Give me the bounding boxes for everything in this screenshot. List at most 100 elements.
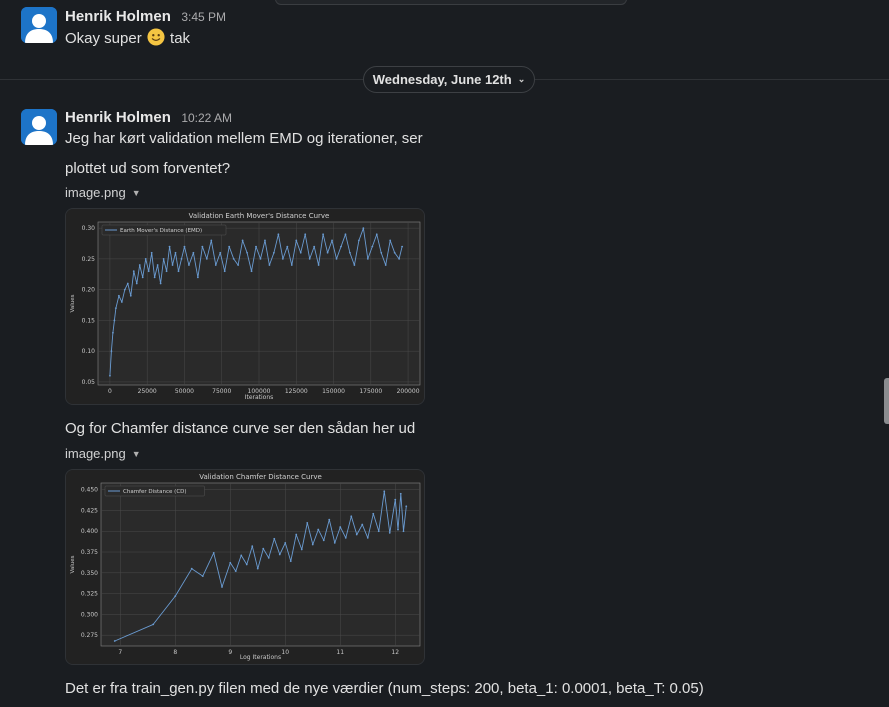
data-point [212, 551, 215, 554]
y-axis-label: Values [70, 294, 76, 312]
attachment-label-2[interactable]: image.png ▼ [65, 446, 141, 461]
data-point [168, 245, 171, 248]
image-attachment-emd[interactable]: 0 25000 50000 75000 100000 125000 150000 175000… [65, 208, 425, 405]
top-search-bar-edge [275, 0, 627, 5]
x-tick-label: 125000 [285, 388, 308, 395]
data-point [277, 233, 280, 236]
data-point [159, 282, 162, 285]
message-timestamp[interactable]: 3:45 PM [181, 10, 227, 24]
data-point [138, 264, 141, 266]
data-point [113, 319, 116, 322]
y-tick-label: 0.10 [82, 348, 96, 355]
x-tick-label: 9 [228, 649, 232, 656]
data-point [228, 245, 231, 248]
y-tick-label: 0.25 [82, 256, 96, 263]
image-attachment-chamfer[interactable]: 7 8 9 10 11 12 0.275 0.300 0.325 0.350 0.375 0.400 0… [65, 469, 425, 665]
x-tick-label: 75000 [212, 388, 231, 395]
data-point [117, 294, 120, 297]
attachment-filename: image.png [65, 446, 126, 461]
data-point [344, 233, 347, 236]
y-tick-label: 0.05 [82, 379, 96, 386]
data-point [135, 282, 138, 285]
message-text-caption: Og for Chamfer distance curve ser den så… [65, 420, 416, 437]
data-point [398, 258, 401, 260]
data-point [375, 233, 378, 236]
date-divider-label: Wednesday, June 12th [372, 72, 512, 87]
message-text: Okay super tak [65, 28, 190, 47]
attachment-label-1[interactable]: image.png ▼ [65, 185, 141, 200]
x-tick-label: 8 [173, 649, 177, 656]
author-name[interactable]: Henrik Holmen [65, 8, 171, 25]
x-tick-label: 12 [391, 649, 399, 656]
data-point [246, 251, 248, 254]
data-point [255, 245, 257, 248]
data-point [399, 492, 402, 495]
data-point [219, 251, 222, 254]
data-point [150, 251, 153, 254]
chamfer-chart: 7 8 9 10 11 12 0.275 0.300 0.325 0.350 0.375 0.400 0… [66, 470, 424, 664]
author-name[interactable]: Henrik Holmen [65, 109, 171, 126]
data-point [284, 541, 287, 544]
y-tick-label: 0.400 [81, 528, 98, 535]
x-tick-label: 175000 [359, 388, 382, 395]
data-point [281, 258, 284, 260]
data-point [129, 294, 132, 297]
plot-area [100, 482, 421, 647]
data-point [286, 245, 289, 248]
data-point [355, 533, 358, 536]
data-point [304, 233, 307, 236]
user-avatar-icon [21, 109, 57, 145]
avatar[interactable] [21, 109, 57, 145]
data-point [245, 563, 248, 566]
legend-label: Chamfer Distance (CD) [123, 489, 187, 495]
x-axis-label: Log Iterations [240, 654, 281, 661]
data-point [393, 251, 396, 254]
data-point [295, 533, 298, 536]
data-point [273, 537, 276, 540]
data-point [357, 239, 360, 242]
data-point [174, 251, 177, 254]
x-tick-label: 200000 [397, 388, 420, 395]
slightly-smiling-face-icon [147, 28, 165, 46]
data-point [192, 251, 195, 254]
y-tick-label: 0.15 [82, 317, 96, 324]
message-text-line-1: Jeg har kørt validation mellem EMD og it… [65, 130, 423, 147]
data-point [162, 258, 165, 260]
data-point [394, 498, 397, 501]
data-point [174, 595, 177, 598]
x-tick-label: 7 [118, 649, 122, 656]
data-point [241, 239, 244, 242]
data-point [295, 239, 298, 242]
data-point [371, 245, 374, 248]
data-point [110, 350, 113, 353]
data-point [237, 264, 240, 266]
data-point [333, 541, 336, 544]
y-tick-label: 0.350 [81, 570, 98, 577]
data-point [397, 528, 399, 531]
data-point [177, 270, 180, 273]
data-point [322, 233, 325, 236]
data-point [299, 251, 302, 254]
message-text-part: Okay super [65, 30, 142, 47]
avatar[interactable] [21, 7, 57, 43]
data-point [273, 251, 275, 254]
message-2: Henrik Holmen 10:22 AM Jeg har kørt vali… [21, 109, 861, 704]
data-point [361, 523, 364, 526]
data-point [141, 276, 144, 279]
message-timestamp[interactable]: 10:22 AM [181, 111, 233, 125]
x-tick-label: 50000 [175, 388, 194, 395]
data-point [335, 258, 338, 260]
date-divider-button[interactable]: Wednesday, June 12th ⌄ [363, 66, 535, 93]
message-1: Henrik Holmen 3:45 PM Okay super tak [21, 7, 821, 57]
data-point [165, 270, 168, 273]
data-point [113, 640, 116, 642]
data-point [313, 245, 316, 248]
chart-title: Validation Earth Mover's Distance Curve [189, 212, 330, 220]
x-tick-label: 100000 [248, 388, 271, 395]
scrollbar-thumb[interactable] [884, 378, 889, 424]
data-point [120, 301, 123, 303]
data-point [383, 490, 386, 493]
data-point [267, 556, 270, 559]
data-point [306, 522, 309, 524]
message-text-part: tak [170, 30, 191, 47]
